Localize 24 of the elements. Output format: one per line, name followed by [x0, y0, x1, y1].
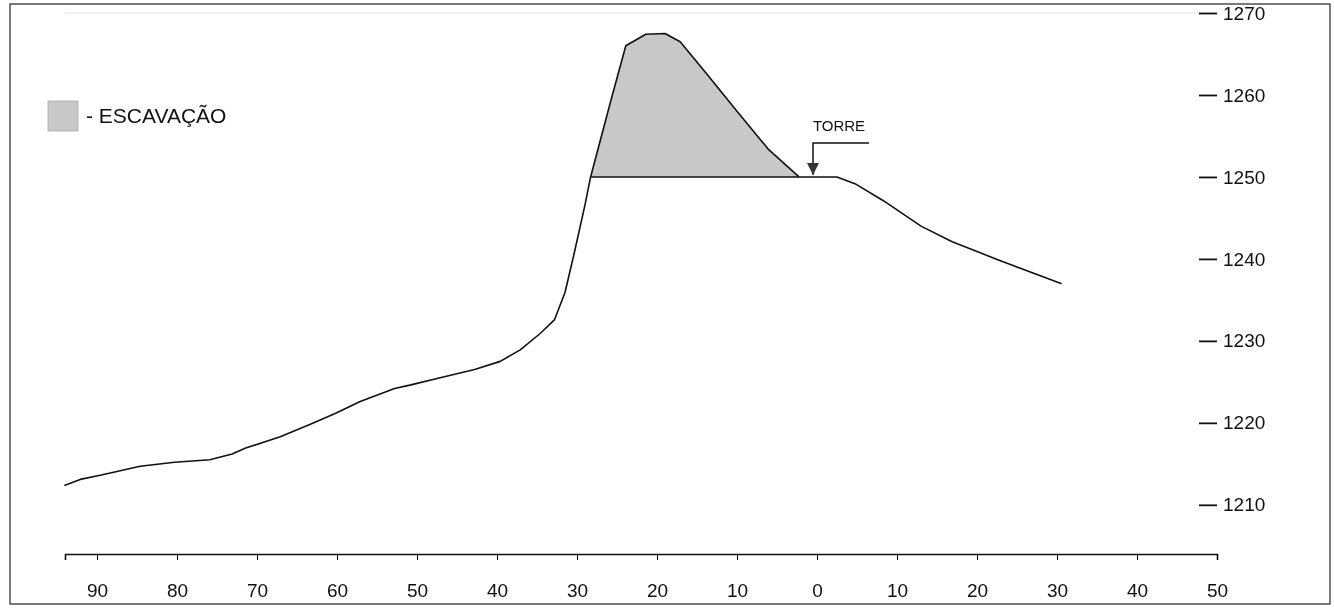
y-tick-label: 1240	[1223, 248, 1266, 270]
x-tick-label: 20	[646, 580, 669, 602]
x-tick-label: 20	[966, 580, 989, 602]
y-tick-label: 1270	[1223, 2, 1266, 24]
y-tick-label: 1220	[1223, 412, 1266, 434]
x-tick-label: 40	[486, 580, 509, 602]
x-tick-label: 10	[886, 580, 909, 602]
x-tick-label: 90	[86, 580, 109, 602]
y-tick-label: 1210	[1223, 494, 1266, 516]
y-tick-label: 1260	[1223, 84, 1266, 106]
annotation: TORRE	[812, 116, 866, 134]
y-tick-label: 1230	[1223, 330, 1266, 352]
x-tick-label: 70	[246, 580, 269, 602]
x-tick-label: 40	[1126, 580, 1149, 602]
y-tick-label: 1250	[1223, 166, 1266, 188]
x-tick-label: 50	[1206, 580, 1229, 602]
legend-label: - ESCAVAÇÃO	[86, 104, 227, 128]
x-tick-label: 30	[1046, 580, 1069, 602]
x-tick-label: 50	[406, 580, 429, 602]
x-tick-label: 60	[326, 580, 349, 602]
x-tick-label: 10	[726, 580, 749, 602]
x-tick-label: 30	[566, 580, 589, 602]
x-tick-label: 0	[812, 580, 823, 602]
x-tick-label: 80	[166, 580, 189, 602]
